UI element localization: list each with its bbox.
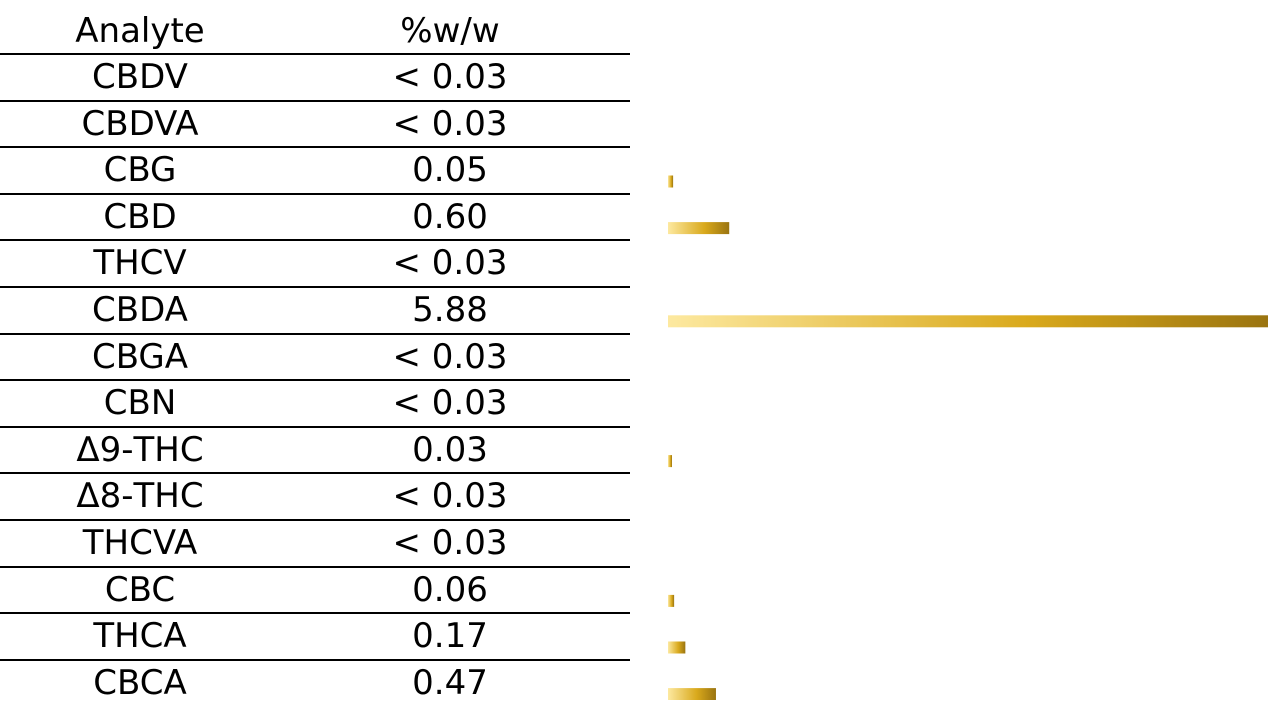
value-cell: < 0.03 — [392, 383, 508, 424]
value-cell: 0.03 — [412, 429, 488, 470]
analyte-cell: THCVA — [82, 522, 198, 563]
table-row: CBN < 0.03 — [0, 381, 630, 428]
table-row: CBCA 0.47 — [0, 661, 630, 705]
analyte-cell: THCV — [93, 243, 187, 284]
table-row: CBGA < 0.03 — [0, 335, 630, 382]
table-row: Δ8-THC < 0.03 — [0, 474, 630, 521]
analyte-cell: CBGA — [91, 336, 189, 377]
bar-cbd — [668, 222, 730, 235]
analyte-cell: Δ8-THC — [76, 476, 204, 517]
value-cell: 0.05 — [412, 150, 488, 191]
value-cell: < 0.03 — [392, 243, 508, 284]
analyte-cell: CBG — [103, 150, 177, 191]
bars-group — [668, 175, 1268, 700]
table-row: THCA 0.17 — [0, 614, 630, 661]
table-row: CBG 0.05 — [0, 148, 630, 195]
table-row: CBC 0.06 — [0, 568, 630, 615]
analyte-cell: CBDV — [92, 57, 188, 97]
value-cell: 0.06 — [412, 569, 488, 610]
table-row: Δ9-THC 0.03 — [0, 428, 630, 475]
header-percent-ww: %w/w — [400, 11, 500, 51]
table-header: Analyte %w/w — [0, 10, 630, 55]
table-body: CBDV < 0.03 CBDVA < 0.03 CBG 0.05 CBD 0.60 THCV <… — [0, 55, 630, 705]
table-row: CBDV < 0.03 — [0, 55, 630, 102]
value-cell: 0.17 — [412, 616, 488, 657]
bar-cbca — [668, 688, 716, 700]
table-row: CBD 0.60 — [0, 195, 630, 242]
analyte-cell: THCA — [93, 616, 187, 657]
bar--9-thc — [668, 455, 672, 468]
analyte-table: Analyte %w/w CBDV < 0.03 CBDVA < 0.03 CBG 0.0… — [0, 10, 630, 705]
value-cell: 0.60 — [412, 196, 488, 237]
analyte-cell: CBN — [103, 383, 177, 424]
value-cell: < 0.03 — [392, 522, 508, 563]
analyte-cell: CBC — [104, 569, 176, 610]
analyte-cell: Δ9-THC — [76, 429, 204, 470]
table-row: CBDA 5.88 — [0, 288, 630, 335]
table-row: THCV < 0.03 — [0, 241, 630, 288]
analyte-cell: CBDA — [92, 289, 188, 330]
bar-thca — [668, 641, 686, 654]
analyte-cell: CBCA — [93, 662, 187, 703]
value-cell: < 0.03 — [392, 57, 508, 97]
value-cell: < 0.03 — [392, 336, 508, 377]
table-row: CBDVA < 0.03 — [0, 102, 630, 149]
bar-cbda — [668, 315, 1268, 328]
value-cell: < 0.03 — [392, 476, 508, 517]
bar-cbg — [668, 175, 674, 188]
value-cell: 5.88 — [412, 289, 488, 330]
value-cell: 0.47 — [412, 662, 488, 703]
analyte-cell: CBDVA — [81, 103, 199, 144]
bar-cbc — [668, 594, 675, 607]
header-analyte: Analyte — [75, 11, 205, 51]
value-cell: < 0.03 — [392, 103, 508, 144]
analyte-cell: CBD — [103, 196, 177, 237]
table-row: THCVA < 0.03 — [0, 521, 630, 568]
